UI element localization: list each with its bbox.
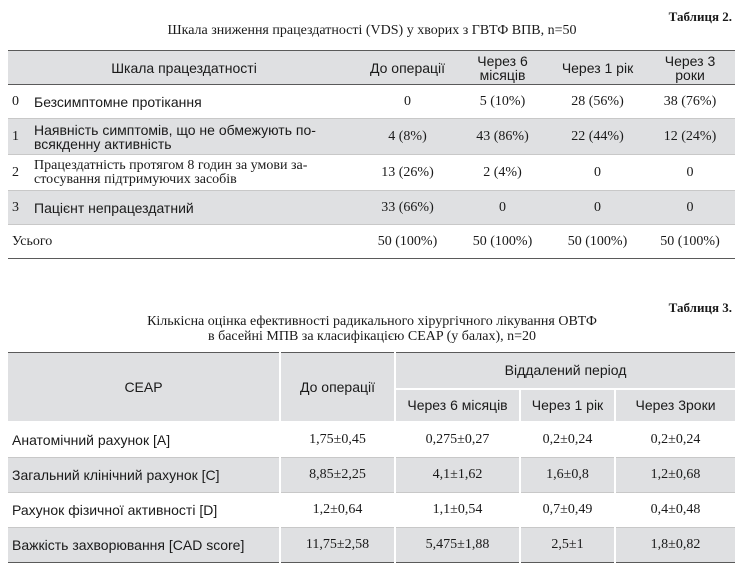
cell-3-years: 0 <box>645 154 736 191</box>
row-label: Важкість захворювання [CAD score] <box>8 527 281 563</box>
table-row: 3 Пацієнт непрацездатний 33 (66%) 0 0 0 <box>8 190 736 225</box>
header-1-year: Через 1 рік <box>550 50 646 85</box>
cell-3-years: 12 (24%) <box>645 118 736 155</box>
table2-label: Таблиця 2. <box>668 9 732 24</box>
row-label: Загальний клінічний рахунок [C] <box>8 457 281 493</box>
row-label-line1: Наявність симптомів, що не обмежують по- <box>34 121 316 138</box>
cell-before: 1,2±0,64 <box>280 492 396 528</box>
table3-caption: Кількісна оцінка ефективності радикально… <box>0 314 744 344</box>
cell-6-months: 5,475±1,88 <box>395 527 521 563</box>
cell-6-months: 0,275±0,27 <box>395 421 521 458</box>
cell-1-year: 2,5±1 <box>520 527 616 563</box>
cell-3-years: 1,8±0,82 <box>615 527 736 563</box>
cell-before: 4 (8%) <box>360 118 456 155</box>
row-label-line1: Працездатність протягом 8 годин за умови… <box>34 157 308 173</box>
header-before: До операції <box>360 50 456 85</box>
table3-caption-line1: Кількісна оцінка ефективності радикально… <box>147 314 597 329</box>
row-number: 2 <box>8 154 34 191</box>
cell-1-year: 0,7±0,49 <box>520 492 616 528</box>
row-label-line2: стосування підтримуючих засобів <box>34 171 237 187</box>
table-row: 2 Працездатність протягом 8 годин за умо… <box>8 154 736 191</box>
table3-caption-line2: в басейні МПВ за класифікацією CEAP (у б… <box>207 329 537 344</box>
cell-6-months: 2 (4%) <box>455 154 551 191</box>
table3-label: Таблиця 3. <box>668 300 732 315</box>
header-3-years-line1: Через 3 <box>664 52 716 69</box>
row-number: 1 <box>8 118 34 155</box>
cell-before: 1,75±0,45 <box>280 421 396 458</box>
header-6-months-line2: місяців <box>479 66 526 83</box>
cell-3-years: 50 (100%) <box>645 224 736 259</box>
table-row: Анатомічний рахунок [A] 1,75±0,45 0,275±… <box>8 421 736 458</box>
total-label: Усього <box>8 224 361 259</box>
cell-3-years: 0 <box>645 190 736 225</box>
table-row: 0 Безсимптомне протікання 0 5 (10%) 28 (… <box>8 84 736 119</box>
table-header-row: Шкала працездатності До операції Через 6… <box>8 50 736 85</box>
table-row: Рахунок фізичної активності [D] 1,2±0,64… <box>8 492 736 528</box>
header-3-years: Через 3роки <box>615 388 736 423</box>
table-header-row: CEAP До операції Віддалений період <box>8 352 736 423</box>
cell-before: 8,85±2,25 <box>280 457 396 493</box>
cell-6-months: 1,1±0,54 <box>395 492 521 528</box>
row-label-line2: всякденну активність <box>34 135 172 152</box>
cell-before: 33 (66%) <box>360 190 456 225</box>
header-ceap: CEAP <box>8 352 281 423</box>
cell-6-months: 43 (86%) <box>455 118 551 155</box>
cell-6-months: 50 (100%) <box>455 224 551 259</box>
header-remote-period: Віддалений період <box>395 352 736 390</box>
cell-1-year: 1,6±0,8 <box>520 457 616 493</box>
row-label: Анатомічний рахунок [A] <box>8 421 281 458</box>
cell-before: 11,75±2,58 <box>280 527 396 563</box>
row-number: 3 <box>8 190 34 225</box>
cell-6-months: 4,1±1,62 <box>395 457 521 493</box>
cell-before: 13 (26%) <box>360 154 456 191</box>
header-6-months: Через 6 місяців <box>455 50 551 85</box>
header-scale: Шкала працездатності <box>8 50 361 85</box>
ceap-table: CEAP До операції Віддалений період Через… <box>8 352 736 563</box>
cell-3-years: 1,2±0,68 <box>615 457 736 493</box>
cell-1-year: 0 <box>550 190 646 225</box>
cell-3-years: 38 (76%) <box>645 84 736 119</box>
header-6-months-line1: Через 6 <box>477 52 528 69</box>
cell-3-years: 0,4±0,48 <box>615 492 736 528</box>
cell-1-year: 28 (56%) <box>550 84 646 119</box>
row-label: Рахунок фізичної активності [D] <box>8 492 281 528</box>
row-label: Працездатність протягом 8 годин за умови… <box>34 154 361 191</box>
cell-1-year: 0,2±0,24 <box>520 421 616 458</box>
cell-3-years: 0,2±0,24 <box>615 421 736 458</box>
row-label: Пацієнт непрацездатний <box>34 190 361 225</box>
row-label: Безсимптомне протікання <box>34 84 361 119</box>
table-row: Важкість захворювання [CAD score] 11,75±… <box>8 527 736 563</box>
cell-6-months: 5 (10%) <box>455 84 551 119</box>
table-row: 1 Наявність симптомів, що не обмежують п… <box>8 118 736 155</box>
table-row: Загальний клінічний рахунок [C] 8,85±2,2… <box>8 457 736 493</box>
header-1-year: Через 1 рік <box>520 388 616 423</box>
cell-6-months: 0 <box>455 190 551 225</box>
cell-before: 0 <box>360 84 456 119</box>
cell-1-year: 22 (44%) <box>550 118 646 155</box>
table2-caption: Шкала зниження працездатності (VDS) у хв… <box>167 23 577 38</box>
row-number: 0 <box>8 84 34 119</box>
vds-table: Шкала працездатності До операції Через 6… <box>8 50 736 259</box>
cell-1-year: 0 <box>550 154 646 191</box>
row-label: Наявність симптомів, що не обмежують по-… <box>34 118 361 155</box>
header-before: До операції <box>280 352 396 423</box>
total-row: Усього 50 (100%) 50 (100%) 50 (100%) 50 … <box>8 224 736 259</box>
header-3-years: Через 3 роки <box>645 50 736 85</box>
header-6-months: Через 6 місяців <box>395 388 521 423</box>
cell-before: 50 (100%) <box>360 224 456 259</box>
header-3-years-line2: роки <box>675 66 705 83</box>
cell-1-year: 50 (100%) <box>550 224 646 259</box>
